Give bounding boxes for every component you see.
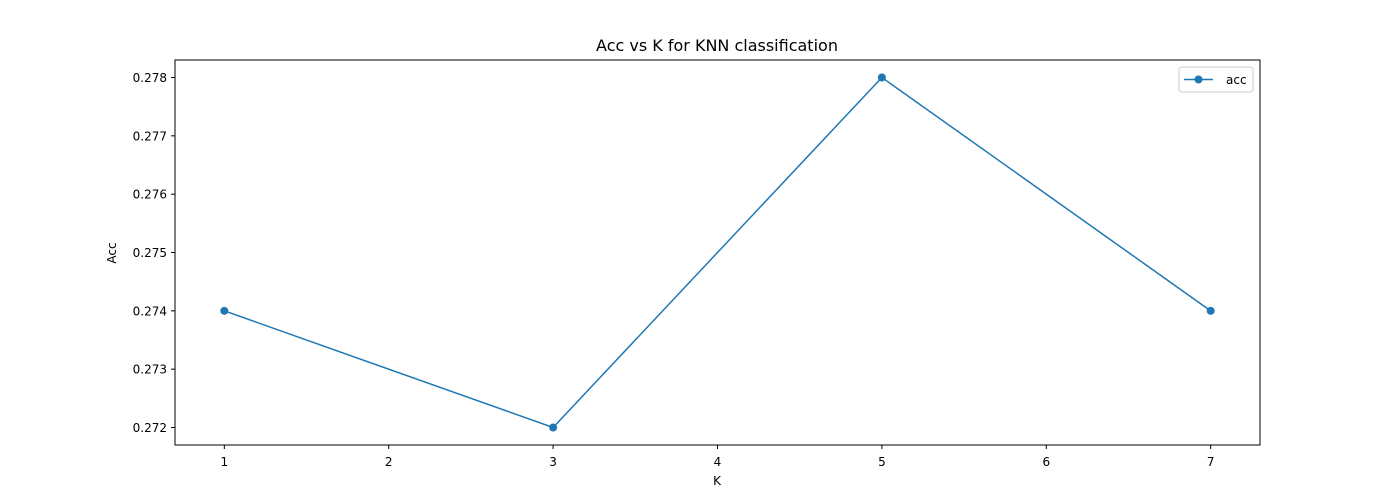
y-tick-label: 0.273	[133, 363, 167, 377]
y-tick-label: 0.274	[133, 304, 167, 318]
legend-marker-acc	[1194, 75, 1203, 84]
data-point	[1206, 306, 1215, 315]
y-tick-label: 0.277	[133, 129, 167, 143]
legend: acc	[1178, 66, 1254, 93]
chart-title: Acc vs K for KNN classification	[596, 36, 838, 55]
x-tick-label: 4	[714, 455, 722, 469]
series-line-acc	[224, 76, 1212, 429]
series-layer	[220, 73, 1215, 432]
x-tick-label: 1	[220, 455, 228, 469]
x-axis-label: K	[713, 474, 722, 488]
y-tick-label: 0.276	[133, 188, 167, 202]
legend-box	[1178, 66, 1254, 93]
x-tick-label: 7	[1207, 455, 1215, 469]
data-point	[877, 73, 886, 82]
x-tick-label: 2	[385, 455, 393, 469]
y-axis: 0.272 0.273 0.274 0.275 0.276 0.277 0.278	[133, 71, 175, 435]
x-tick-label: 6	[1042, 455, 1050, 469]
legend-label-acc: acc	[1226, 73, 1247, 87]
y-axis-label: Acc	[105, 242, 119, 263]
x-tick-label: 3	[549, 455, 557, 469]
data-point	[220, 306, 229, 315]
y-tick-label: 0.275	[133, 246, 167, 260]
x-axis: 1 2 3 4 5 6 7	[220, 445, 1215, 469]
data-point	[549, 423, 558, 432]
x-tick-label: 5	[878, 455, 886, 469]
y-tick-label: 0.278	[133, 71, 167, 85]
y-tick-label: 0.272	[133, 421, 167, 435]
